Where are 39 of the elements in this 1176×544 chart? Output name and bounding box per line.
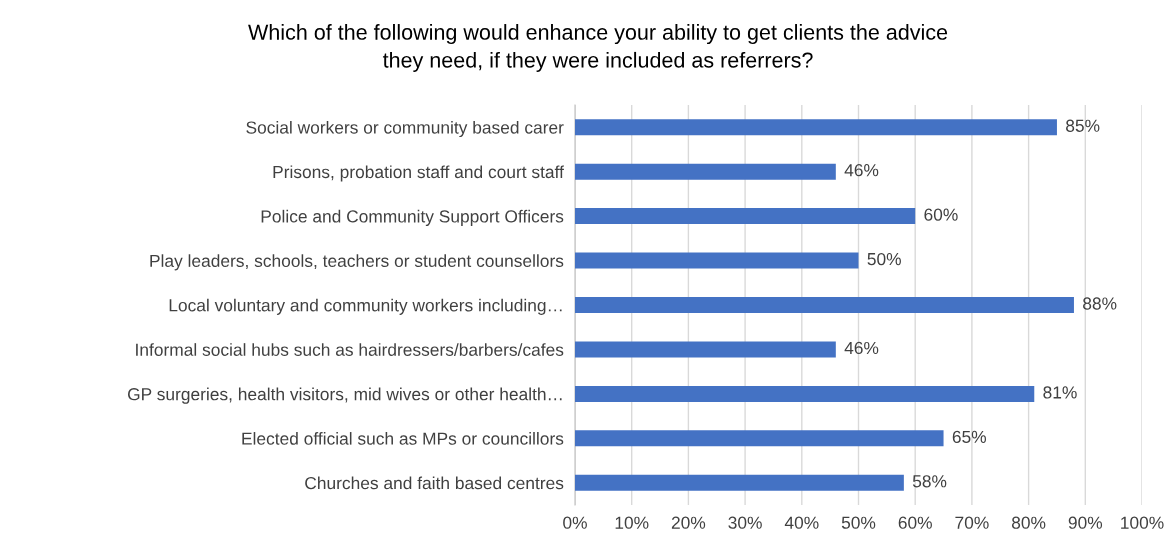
chart-title: Which of the following would enhance your ability to get clients the advice they need, if they were included as referrers? xyxy=(248,24,948,72)
data-label: 65% xyxy=(952,430,987,443)
data-label: 81% xyxy=(1043,386,1077,399)
bar xyxy=(575,430,944,447)
x-tick-label: 30% xyxy=(728,516,762,529)
x-tick-label: 10% xyxy=(615,516,649,529)
y-tick-label: Play leaders, schools, teachers or student counsellors xyxy=(150,254,564,271)
y-tick-label: Elected official such as MPs or councillors xyxy=(242,432,564,445)
data-label: 88% xyxy=(1083,297,1117,310)
data-label: 60% xyxy=(924,208,958,221)
x-tick-label: 40% xyxy=(784,516,819,529)
bar xyxy=(575,252,859,269)
bar xyxy=(575,297,1074,313)
x-tick-label: 20% xyxy=(671,516,706,529)
y-tick-label: Social workers or community based carer xyxy=(246,120,564,138)
y-tick-label: Churches and faith based centres xyxy=(305,476,564,490)
x-tick-label: 80% xyxy=(1011,516,1046,529)
bar xyxy=(575,163,836,180)
x-tick-label: 90% xyxy=(1068,516,1103,529)
bar xyxy=(575,474,904,491)
bar xyxy=(575,208,916,225)
x-tick-label: 0% xyxy=(563,516,587,529)
data-label: 85% xyxy=(1066,119,1100,132)
x-tick-label: 70% xyxy=(955,516,989,529)
y-tick-label: GP surgeries, health visitors, mid wives or other health… xyxy=(127,387,562,404)
y-tick-label: Local voluntary and community workers including… xyxy=(169,298,562,315)
x-tick-label: 50% xyxy=(841,516,876,529)
x-tick-label: 100% xyxy=(1121,516,1164,529)
y-tick-label: Prisons, probation staff and court staff xyxy=(273,165,564,182)
data-label: 50% xyxy=(867,252,901,266)
x-tick-label: 60% xyxy=(898,516,932,529)
bar xyxy=(575,341,836,358)
bar xyxy=(575,385,1035,402)
y-tick-label: Police and Community Support Officers xyxy=(261,209,564,226)
bar xyxy=(575,119,1057,136)
y-tick-label: Informal social hubs such as hairdressers/barbers/cafes xyxy=(136,343,564,356)
data-label: 46% xyxy=(844,164,879,177)
data-label: 46% xyxy=(844,341,879,355)
data-label: 58% xyxy=(912,475,947,488)
